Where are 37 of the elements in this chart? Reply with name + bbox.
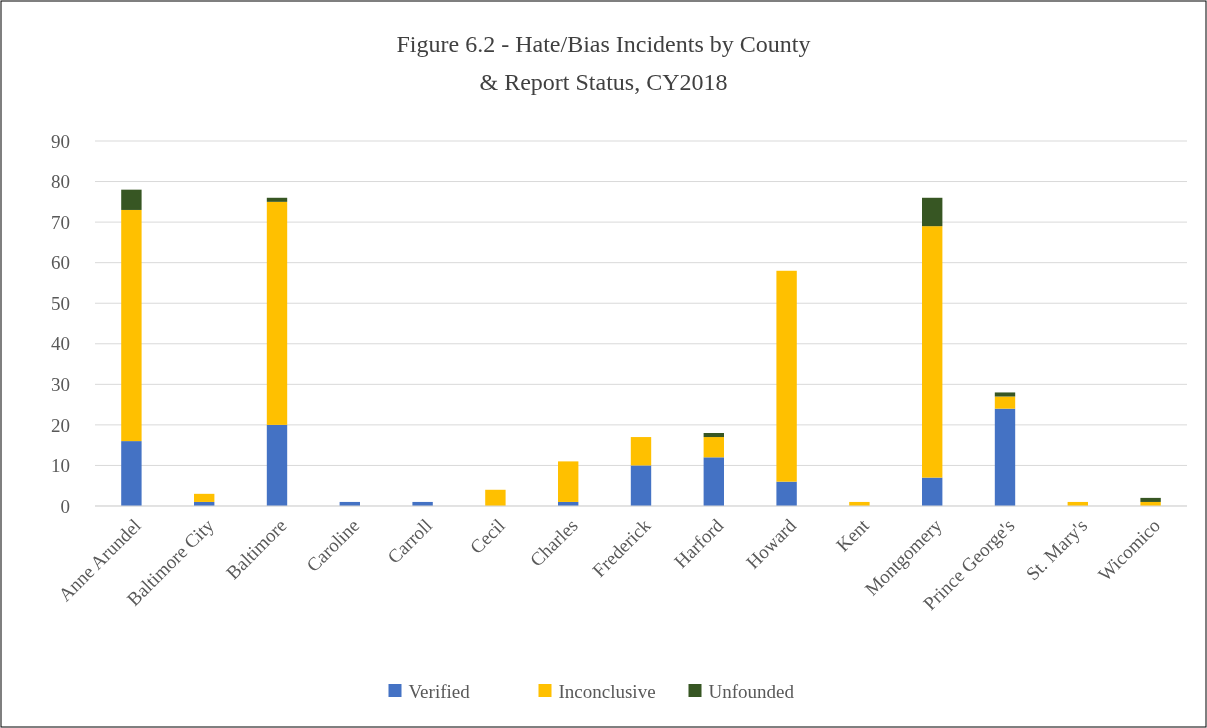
bar bbox=[994, 396, 1016, 409]
y-tick-label: 10 bbox=[51, 455, 70, 477]
bar bbox=[922, 226, 943, 478]
bar bbox=[266, 201, 288, 425]
bar bbox=[994, 408, 1016, 506]
bar bbox=[266, 424, 288, 506]
bar bbox=[703, 457, 724, 506]
y-tick-label: 90 bbox=[51, 130, 70, 152]
bar bbox=[121, 209, 142, 442]
bar bbox=[922, 477, 943, 506]
bar bbox=[922, 197, 943, 227]
bar bbox=[194, 493, 215, 502]
y-tick-label: 20 bbox=[51, 414, 70, 436]
bar bbox=[121, 189, 142, 210]
y-tick-label: 40 bbox=[51, 333, 70, 355]
y-tick-label: 70 bbox=[51, 211, 70, 233]
bar bbox=[703, 433, 724, 438]
bar bbox=[776, 270, 797, 482]
bar bbox=[1140, 497, 1161, 502]
y-tick-label: 80 bbox=[51, 171, 70, 193]
y-tick-label: 30 bbox=[51, 373, 70, 395]
legend-label: Unfounded bbox=[708, 680, 795, 702]
bar bbox=[994, 392, 1016, 397]
chart-title: Figure 6.2 - Hate/Bias Incidents by County & Report Status, CY2018 bbox=[396, 31, 811, 95]
legend-label: Inconclusive bbox=[558, 680, 656, 702]
legend-label: Verified bbox=[408, 680, 471, 702]
bar bbox=[485, 489, 506, 506]
bar bbox=[776, 481, 797, 506]
y-tick-label: 60 bbox=[51, 252, 70, 274]
y-tick-label: 0 bbox=[60, 495, 70, 517]
bar bbox=[703, 437, 724, 458]
bar bbox=[266, 197, 288, 202]
bar bbox=[558, 461, 579, 502]
bar bbox=[630, 465, 652, 506]
bar bbox=[630, 437, 652, 466]
bar bbox=[121, 441, 142, 506]
y-tick-label: 50 bbox=[51, 292, 70, 314]
